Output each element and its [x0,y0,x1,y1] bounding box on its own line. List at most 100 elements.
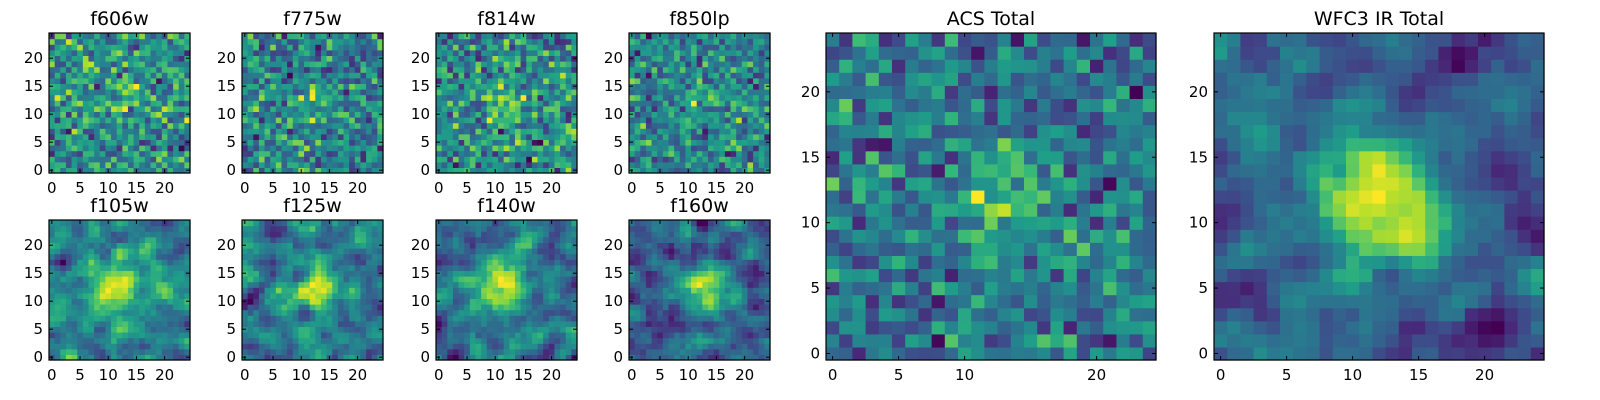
heatmap-cell [543,117,550,124]
heatmap-cell [247,139,254,146]
heatmap-cell [354,72,362,79]
heatmap-cell [343,264,350,271]
heatmap-cell [99,276,106,283]
heatmap-cell [156,111,163,118]
heatmap-cell [60,332,67,339]
heatmap-cell [82,89,90,96]
heatmap-cell [645,270,653,277]
heatmap-cell [377,117,384,124]
heatmap-cell [258,264,266,271]
heatmap-cell [320,139,328,146]
heatmap-cell [571,150,578,157]
heatmap-cell [707,161,715,168]
heatmap-cell [730,343,737,350]
heatmap-cell [377,33,384,40]
heatmap-cell [764,320,771,327]
heatmap-cell [730,309,737,316]
heatmap-cell [475,304,482,311]
heatmap-cell [349,332,356,339]
heatmap-cell [332,287,339,294]
heatmap-cell [156,326,163,333]
heatmap-cell [377,44,384,51]
heatmap-cell [292,111,299,118]
heatmap-cell [696,105,703,112]
heatmap-cell [99,122,106,129]
heatmap-cell [167,117,174,124]
heatmap-cell [481,320,488,327]
heatmap-cell [554,100,561,107]
heatmap-cell [498,145,505,152]
heatmap-cell [315,117,322,124]
heatmap-cell [105,94,112,101]
heatmap-cell [707,77,715,84]
heatmap-cell [696,72,703,79]
heatmap-cell [679,33,686,40]
heatmap-cell [629,77,636,84]
heatmap-cell [469,111,477,118]
heatmap-cell [349,276,356,283]
heatmap-cell [139,264,146,271]
heatmap-cell [281,139,288,146]
heatmap-cell [554,167,561,174]
heatmap-cell [144,100,152,107]
heatmap-cell [662,298,670,305]
heatmap-cell [668,332,675,339]
heatmap-cell [685,72,692,79]
heatmap-cell [452,72,460,79]
heatmap-cell [94,128,101,135]
heatmap-cell [360,66,367,73]
heatmap-cell [337,89,345,96]
heatmap-cell [498,326,505,333]
heatmap-cell [548,253,556,260]
heatmap-cell [371,133,378,140]
heatmap-cell [258,77,266,84]
heatmap-cell [139,242,146,249]
heatmap-cell [719,44,726,51]
heatmap-cell [49,287,56,294]
heatmap-cell [498,236,505,243]
heatmap-cell [498,264,505,271]
heatmap-cell [253,77,260,84]
heatmap-cell [116,49,123,56]
heatmap-cell [173,320,180,327]
heatmap-cell [309,33,316,40]
heatmap-cell [258,320,266,327]
heatmap-cell [514,128,522,135]
heatmap-cell [520,156,527,163]
heatmap-cell [82,83,90,90]
heatmap-cell [560,33,567,40]
heatmap-cell [88,242,95,249]
heatmap-cell [178,264,185,271]
heatmap-cell [486,156,493,163]
heatmap-cell [702,72,709,79]
heatmap-cell [753,133,760,140]
heatmap-cell [736,33,743,40]
heatmap-cell [565,61,572,68]
heatmap-cell [122,287,129,294]
heatmap-cell [741,343,749,350]
heatmap-cell [696,133,703,140]
heatmap-cell [565,55,572,62]
heatmap-cell [315,320,322,327]
heatmap-cell [537,145,544,152]
heatmap-cell [343,66,350,73]
heatmap-cell [691,61,698,68]
heatmap-cell [736,167,743,174]
heatmap-cell [674,133,681,140]
heatmap-cell [49,337,56,344]
heatmap-cell [111,343,118,350]
heatmap-cell [133,161,140,168]
heatmap-cell [82,145,90,152]
heatmap-cell [458,161,465,168]
heatmap-cell [651,320,658,327]
heatmap-cell [730,276,737,283]
heatmap-cell [167,231,174,238]
heatmap-cell [531,220,539,227]
heatmap-cell [298,49,305,56]
heatmap-cell [88,133,95,140]
heatmap-cell [65,281,73,288]
heatmap-cell [441,287,448,294]
heatmap-cell [651,337,658,344]
heatmap-cell [371,315,378,322]
heatmap-cell [144,304,152,311]
